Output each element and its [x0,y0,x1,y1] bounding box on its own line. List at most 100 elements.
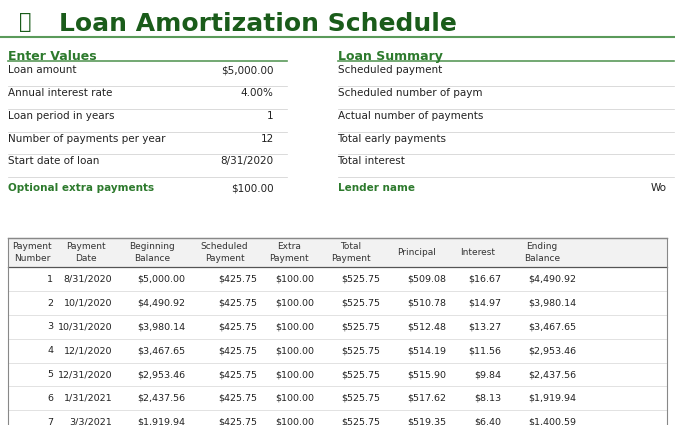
Text: 4.00%: 4.00% [241,88,273,98]
Text: $16.67: $16.67 [468,275,502,284]
Text: $525.75: $525.75 [342,346,381,355]
Text: $514.19: $514.19 [408,346,446,355]
Text: 5: 5 [47,370,53,379]
Text: Number of payments per year: Number of payments per year [8,133,165,144]
Text: $509.08: $509.08 [408,275,446,284]
Text: Actual number of payments: Actual number of payments [338,111,483,121]
Text: Payment
Date: Payment Date [66,243,106,263]
Text: $1,400.59: $1,400.59 [528,418,576,425]
Text: 12/1/2020: 12/1/2020 [64,346,112,355]
Text: $2,953.46: $2,953.46 [528,346,576,355]
Text: $13.27: $13.27 [468,323,502,332]
Text: $2,437.56: $2,437.56 [137,394,185,403]
Text: $525.75: $525.75 [342,323,381,332]
Text: Total interest: Total interest [338,156,406,166]
Text: Principal: Principal [398,248,436,257]
Text: Loan amount: Loan amount [8,65,76,75]
Text: $425.75: $425.75 [219,299,257,308]
Text: $525.75: $525.75 [342,370,381,379]
Text: $3,467.65: $3,467.65 [137,346,185,355]
Text: $3,467.65: $3,467.65 [528,323,576,332]
Text: 6: 6 [47,394,53,403]
Text: $425.75: $425.75 [219,346,257,355]
Text: $425.75: $425.75 [219,323,257,332]
Text: Optional extra payments: Optional extra payments [8,183,154,193]
FancyBboxPatch shape [8,363,667,386]
Text: $100.00: $100.00 [275,275,315,284]
Text: $519.35: $519.35 [407,418,446,425]
Text: Total
Payment: Total Payment [331,243,371,263]
Text: Wo: Wo [651,183,667,193]
Text: $100.00: $100.00 [275,370,315,379]
Text: Extra
Payment: Extra Payment [269,243,309,263]
Text: $512.48: $512.48 [408,323,446,332]
Text: 1: 1 [47,275,53,284]
Text: $5,000.00: $5,000.00 [221,65,273,75]
Text: 8/31/2020: 8/31/2020 [221,156,273,166]
Text: $100.00: $100.00 [275,323,315,332]
Text: $5,000.00: $5,000.00 [137,275,185,284]
Text: $1,919.94: $1,919.94 [137,418,185,425]
Text: Loan Summary: Loan Summary [338,50,442,62]
Text: $4,490.92: $4,490.92 [528,275,576,284]
Text: Lender name: Lender name [338,183,414,193]
Text: $425.75: $425.75 [219,394,257,403]
Text: $100.00: $100.00 [275,394,315,403]
FancyBboxPatch shape [8,291,667,315]
Text: $11.56: $11.56 [468,346,502,355]
Text: Scheduled number of paym: Scheduled number of paym [338,88,482,98]
Text: 1: 1 [267,111,273,121]
Text: $1,919.94: $1,919.94 [528,394,576,403]
Text: $525.75: $525.75 [342,299,381,308]
Text: 4: 4 [47,346,53,355]
Text: $6.40: $6.40 [475,418,502,425]
Text: Scheduled
Payment: Scheduled Payment [200,243,248,263]
Text: 1/31/2021: 1/31/2021 [63,394,112,403]
FancyBboxPatch shape [8,386,667,410]
Text: 10/31/2020: 10/31/2020 [57,323,112,332]
Text: $515.90: $515.90 [408,370,446,379]
Text: $14.97: $14.97 [468,299,502,308]
Text: $425.75: $425.75 [219,275,257,284]
Text: $3,980.14: $3,980.14 [528,299,576,308]
Text: $425.75: $425.75 [219,418,257,425]
Text: 12/31/2020: 12/31/2020 [57,370,112,379]
Text: $510.78: $510.78 [408,299,446,308]
Text: 7: 7 [47,418,53,425]
Text: $3,980.14: $3,980.14 [137,323,185,332]
Text: $2,437.56: $2,437.56 [528,370,576,379]
Text: $100.00: $100.00 [231,183,273,193]
Text: $525.75: $525.75 [342,394,381,403]
Text: Scheduled payment: Scheduled payment [338,65,441,75]
Text: Loan Amortization Schedule: Loan Amortization Schedule [59,12,456,36]
Text: 12: 12 [261,133,273,144]
Text: Payment
Number: Payment Number [13,243,52,263]
Text: Annual interest rate: Annual interest rate [8,88,113,98]
Text: 3: 3 [47,323,53,332]
FancyBboxPatch shape [8,238,667,267]
Text: Start date of loan: Start date of loan [8,156,99,166]
Text: Enter Values: Enter Values [8,50,97,62]
Text: Ending
Balance: Ending Balance [524,243,560,263]
Text: $100.00: $100.00 [275,299,315,308]
Text: $425.75: $425.75 [219,370,257,379]
Text: Total early payments: Total early payments [338,133,446,144]
Text: $4,490.92: $4,490.92 [137,299,185,308]
Text: Interest: Interest [460,248,495,257]
Text: $2,953.46: $2,953.46 [137,370,185,379]
Text: 8/31/2020: 8/31/2020 [63,275,112,284]
Text: Loan period in years: Loan period in years [8,111,115,121]
Text: $9.84: $9.84 [475,370,502,379]
FancyBboxPatch shape [8,315,667,339]
Text: Beginning
Balance: Beginning Balance [129,243,175,263]
Text: $8.13: $8.13 [475,394,502,403]
Text: 🏛: 🏛 [19,12,31,32]
Text: $525.75: $525.75 [342,418,381,425]
Text: 10/1/2020: 10/1/2020 [64,299,112,308]
FancyBboxPatch shape [8,267,667,291]
Text: $525.75: $525.75 [342,275,381,284]
Text: $100.00: $100.00 [275,418,315,425]
Text: $100.00: $100.00 [275,346,315,355]
Text: 3/3/2021: 3/3/2021 [70,418,112,425]
Text: 2: 2 [47,299,53,308]
